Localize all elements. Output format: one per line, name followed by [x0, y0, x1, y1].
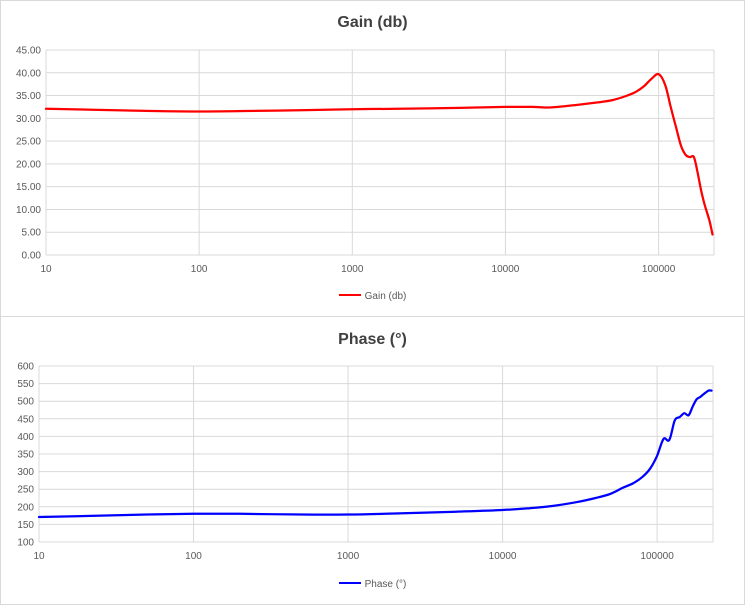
gain-y-tick-label: 30.00 [16, 114, 41, 125]
phase-x-tick-label: 10 [33, 551, 45, 562]
phase-legend: Phase (°) [1, 579, 744, 590]
phase-series-line [37, 389, 713, 519]
gain-y-tick-label: 10.00 [16, 205, 41, 216]
phase-legend-swatch [338, 582, 361, 585]
gain-legend: Gain (db) [1, 291, 744, 302]
gain-x-tick-label: 100000 [642, 264, 676, 275]
gain-legend-label: Gain (db) [364, 291, 407, 302]
gain-y-tick-label: 20.00 [16, 159, 41, 170]
gain-x-tick-label: 10 [40, 264, 52, 275]
phase-y-tick-label: 300 [17, 467, 34, 478]
gain-x-tick-label: 1000 [341, 264, 364, 275]
phase-chart-title: Phase (°) [338, 331, 407, 348]
phase-plot-svg: 100 150 200 250 300 350 400 450 500 550 600 10 100 10… [17, 362, 714, 562]
gain-y-tick-label: 35.00 [16, 91, 41, 102]
phase-y-tick-label: 600 [17, 362, 34, 373]
gain-y-tick-label: 0.00 [22, 251, 42, 262]
gain-y-tick-label: 40.00 [16, 68, 41, 79]
gain-chart: 0.00 5.00 10.00 15.00 20.00 25.00 30.00 35.00 40… [0, 0, 745, 317]
phase-x-tick-label: 100000 [640, 551, 674, 562]
gain-series-line [44, 72, 714, 236]
phase-x-tick-label: 10000 [489, 551, 517, 562]
phase-y-tick-label: 550 [17, 379, 34, 390]
gain-y-tick-label: 25.00 [16, 137, 41, 148]
gain-x-tick-label: 100 [191, 264, 208, 275]
phase-chart: 100 150 200 250 300 350 400 450 500 550 600 10 100 10… [0, 316, 745, 605]
gain-plot-svg: 0.00 5.00 10.00 15.00 20.00 25.00 30.00 35.00 40… [16, 46, 715, 275]
phase-y-tick-label: 150 [17, 520, 34, 531]
phase-y-tick-label: 350 [17, 450, 34, 461]
phase-legend-label: Phase (°) [364, 579, 407, 590]
gain-y-tick-label: 5.00 [22, 228, 42, 239]
phase-x-tick-label: 1000 [337, 551, 360, 562]
phase-y-tick-label: 450 [17, 414, 34, 425]
phase-x-tick-label: 100 [185, 551, 202, 562]
gain-y-tick-label: 45.00 [16, 46, 41, 57]
gain-x-tick-label: 10000 [492, 264, 520, 275]
phase-y-tick-label: 200 [17, 502, 34, 513]
gain-legend-swatch [338, 294, 361, 297]
gain-y-tick-label: 15.00 [16, 182, 41, 193]
phase-y-tick-label: 250 [17, 485, 34, 496]
phase-y-tick-label: 100 [17, 538, 34, 549]
gain-chart-title: Gain (db) [337, 14, 408, 31]
phase-y-tick-label: 500 [17, 397, 34, 408]
phase-y-tick-label: 400 [17, 432, 34, 443]
